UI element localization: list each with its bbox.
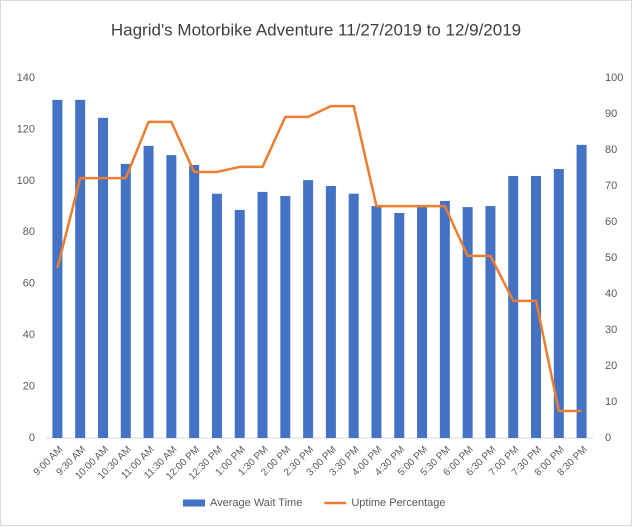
y2-tick-label: 0	[605, 432, 611, 444]
y2-tick-label: 40	[605, 288, 617, 300]
y-tick-label: 40	[23, 329, 35, 341]
y-tick-label: 80	[23, 226, 35, 238]
bar	[211, 193, 222, 438]
bar	[280, 196, 291, 438]
bar	[120, 163, 131, 438]
legend-label: Uptime Percentage	[351, 497, 445, 509]
bar	[234, 209, 245, 438]
y2-tick-label: 80	[605, 144, 617, 156]
y2-tick-label: 10	[605, 396, 617, 408]
bar	[508, 175, 519, 438]
bar	[257, 191, 268, 438]
y-tick-label: 120	[17, 123, 35, 135]
y2-tick-label: 90	[605, 108, 617, 120]
bar	[371, 206, 382, 438]
y2-tick-label: 30	[605, 324, 617, 336]
bar	[52, 99, 63, 438]
bar	[325, 186, 336, 438]
y-tick-label: 0	[29, 432, 35, 444]
chart-title: Hagrid's Motorbike Adventure 11/27/2019 …	[111, 20, 521, 39]
bar	[348, 193, 359, 438]
legend-label: Average Wait Time	[210, 497, 302, 509]
line	[56, 104, 582, 413]
bar	[394, 213, 405, 438]
bar	[303, 180, 314, 439]
bar	[553, 169, 564, 438]
y2-tick-label: 60	[605, 216, 617, 228]
y-tick-label: 100	[17, 175, 35, 187]
bar	[75, 99, 86, 438]
bar	[576, 144, 587, 438]
bar	[143, 145, 154, 438]
y2-tick-label: 70	[605, 180, 617, 192]
bar	[417, 206, 428, 438]
y2-tick-label: 50	[605, 252, 617, 264]
y-tick-label: 20	[23, 380, 35, 392]
bar	[166, 155, 177, 438]
bar	[189, 164, 200, 438]
y2-tick-label: 20	[605, 360, 617, 372]
bar	[97, 117, 108, 438]
bar	[439, 200, 450, 438]
y-tick-label: 60	[23, 278, 35, 290]
y-tick-label: 140	[17, 72, 35, 84]
bar	[462, 207, 473, 438]
legend-swatch	[183, 499, 205, 507]
y2-tick-label: 100	[605, 72, 623, 84]
bar	[485, 206, 496, 438]
